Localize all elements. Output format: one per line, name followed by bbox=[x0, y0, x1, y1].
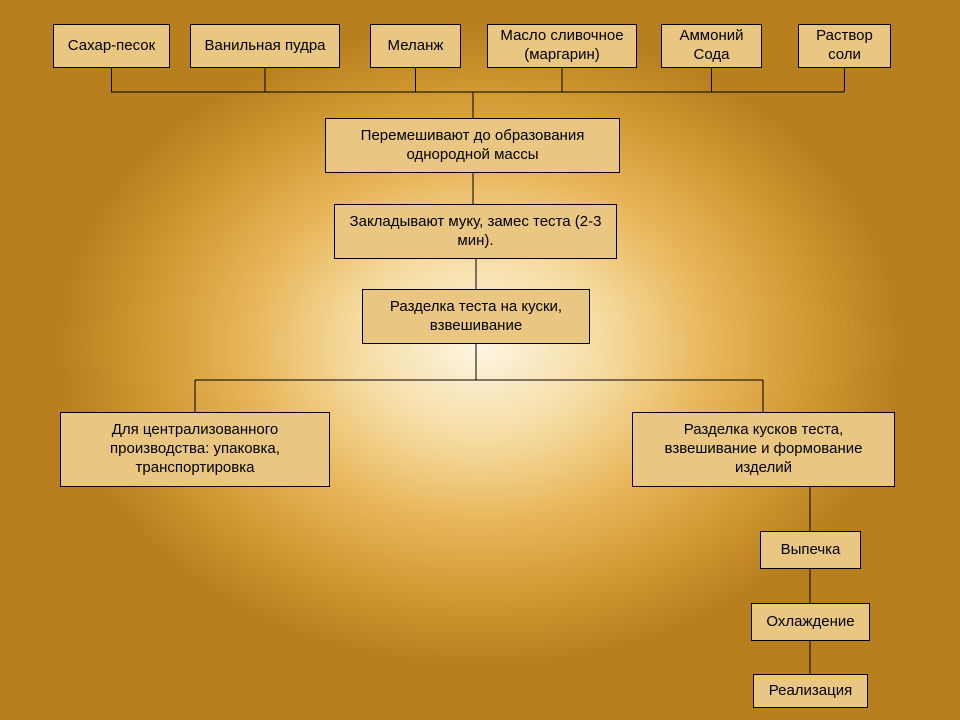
node-shape: Разделка кусков теста, взвешивание и фор… bbox=[632, 412, 895, 487]
node-label: Разделка кусков теста, взвешивание и фор… bbox=[639, 421, 888, 477]
node-label: Ванильная пудра bbox=[204, 37, 325, 56]
node-label: Перемешивают до образования однородной м… bbox=[332, 127, 613, 165]
node-realize: Реализация bbox=[753, 674, 868, 708]
node-melange: Меланж bbox=[370, 24, 461, 68]
node-label: Реализация bbox=[769, 682, 852, 701]
node-salt: Раствор соли bbox=[798, 24, 891, 68]
node-vanilla: Ванильная пудра bbox=[190, 24, 340, 68]
node-label: Сахар-песок bbox=[68, 37, 155, 56]
node-cut: Разделка теста на куски, взвешивание bbox=[362, 289, 590, 344]
node-ammonium: Аммоний Сода bbox=[661, 24, 762, 68]
node-sugar: Сахар-песок bbox=[53, 24, 170, 68]
node-label: Разделка теста на куски, взвешивание bbox=[369, 298, 583, 336]
node-label: Раствор соли bbox=[805, 27, 884, 65]
node-central: Для централизованного производства: упак… bbox=[60, 412, 330, 487]
node-flour: Закладывают муку, замес теста (2-3 мин). bbox=[334, 204, 617, 259]
node-cool: Охлаждение bbox=[751, 603, 870, 641]
node-label: Охлаждение bbox=[766, 613, 854, 632]
node-label: Закладывают муку, замес теста (2-3 мин). bbox=[341, 213, 610, 251]
node-mix: Перемешивают до образования однородной м… bbox=[325, 118, 620, 173]
node-label: Выпечка bbox=[781, 541, 841, 560]
node-label: Меланж bbox=[388, 37, 444, 56]
node-label: Масло сливочное (маргарин) bbox=[494, 27, 630, 65]
node-butter: Масло сливочное (маргарин) bbox=[487, 24, 637, 68]
node-label: Аммоний Сода bbox=[668, 27, 755, 65]
node-label: Для централизованного производства: упак… bbox=[67, 421, 323, 477]
node-bake: Выпечка bbox=[760, 531, 861, 569]
